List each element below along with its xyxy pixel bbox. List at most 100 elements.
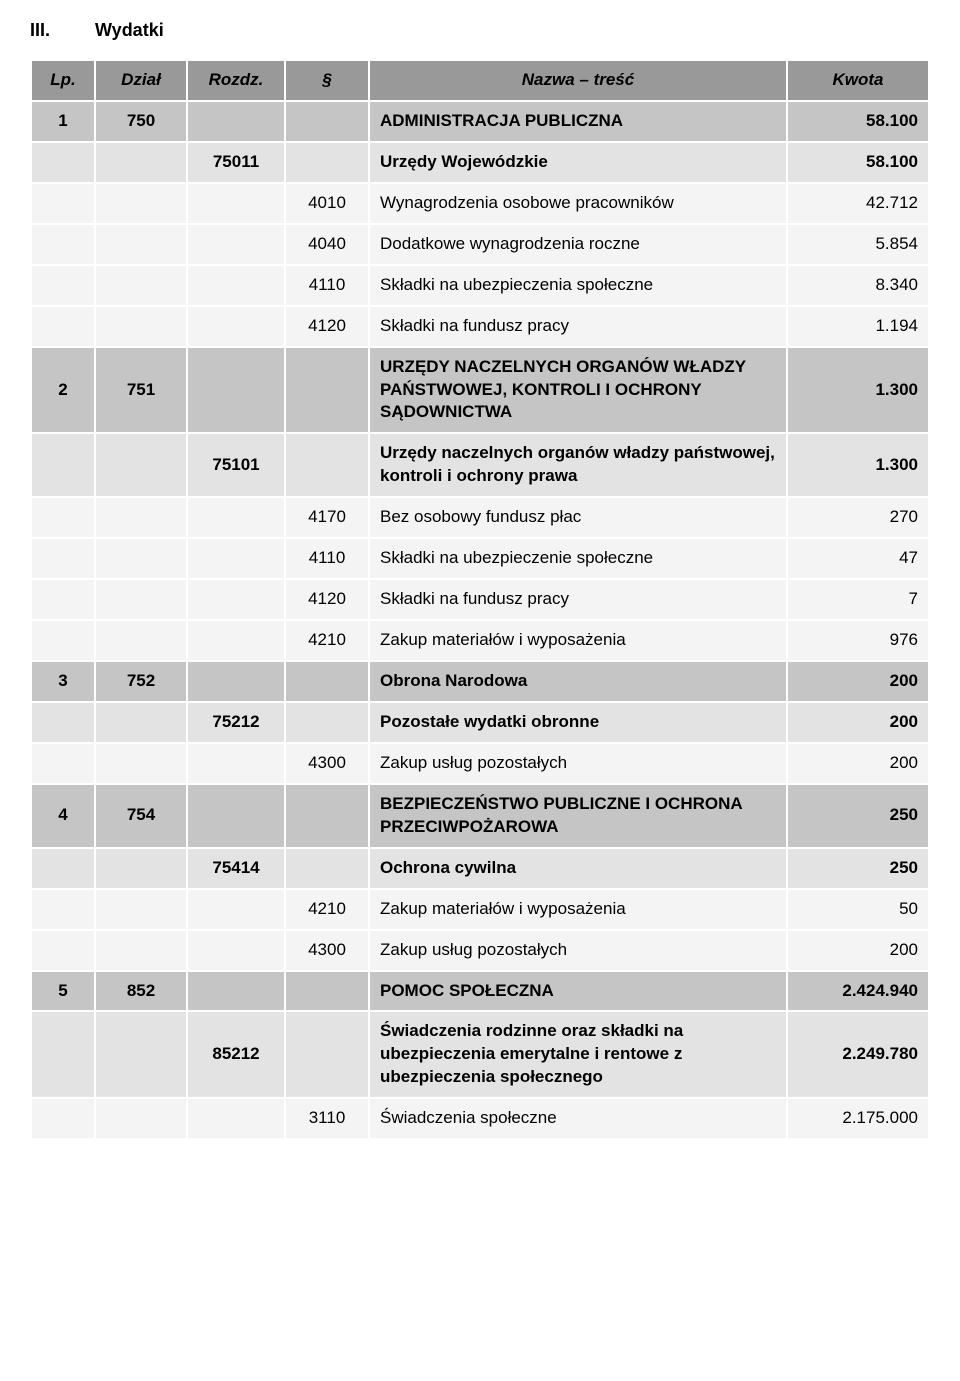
col-header-kwota: Kwota [787, 60, 929, 101]
cell-nazwa: Pozostałe wydatki obronne [369, 702, 787, 743]
cell-dzial [95, 497, 187, 538]
cell-kwota: 1.300 [787, 433, 929, 497]
cell-lp [31, 620, 95, 661]
cell-dzial [95, 620, 187, 661]
cell-dzial [95, 743, 187, 784]
table-row: 4120Składki na fundusz pracy7 [31, 579, 929, 620]
cell-lp [31, 743, 95, 784]
table-row: 3110Świadczenia społeczne2.175.000 [31, 1098, 929, 1139]
cell-par [285, 784, 369, 848]
cell-par: 4010 [285, 183, 369, 224]
cell-kwota: 50 [787, 889, 929, 930]
cell-nazwa: Ochrona cywilna [369, 848, 787, 889]
cell-par: 4110 [285, 265, 369, 306]
col-header-dzial: Dział [95, 60, 187, 101]
cell-rozdz [187, 579, 285, 620]
cell-nazwa: ADMINISTRACJA PUBLICZNA [369, 101, 787, 142]
cell-rozdz [187, 620, 285, 661]
cell-par [285, 347, 369, 434]
cell-dzial [95, 1098, 187, 1139]
cell-kwota: 8.340 [787, 265, 929, 306]
cell-kwota: 200 [787, 930, 929, 971]
cell-lp [31, 702, 95, 743]
cell-dzial [95, 930, 187, 971]
cell-lp [31, 183, 95, 224]
cell-dzial: 751 [95, 347, 187, 434]
cell-kwota: 1.194 [787, 306, 929, 347]
cell-rozdz: 85212 [187, 1011, 285, 1098]
cell-nazwa: Dodatkowe wynagrodzenia roczne [369, 224, 787, 265]
cell-nazwa: Urzędy naczelnych organów władzy państwo… [369, 433, 787, 497]
cell-par: 4120 [285, 579, 369, 620]
col-header-rozdz: Rozdz. [187, 60, 285, 101]
table-row: 4010Wynagrodzenia osobowe pracowników42.… [31, 183, 929, 224]
cell-par: 3110 [285, 1098, 369, 1139]
cell-par: 4300 [285, 930, 369, 971]
cell-lp [31, 497, 95, 538]
table-row: 75011Urzędy Wojewódzkie58.100 [31, 142, 929, 183]
cell-nazwa: Zakup materiałów i wyposażenia [369, 620, 787, 661]
cell-lp: 1 [31, 101, 95, 142]
table-row: 4300Zakup usług pozostałych200 [31, 743, 929, 784]
cell-dzial [95, 183, 187, 224]
cell-dzial [95, 433, 187, 497]
cell-rozdz [187, 889, 285, 930]
cell-rozdz [187, 743, 285, 784]
cell-dzial [95, 848, 187, 889]
col-header-nazwa: Nazwa – treść [369, 60, 787, 101]
cell-rozdz: 75414 [187, 848, 285, 889]
cell-par: 4120 [285, 306, 369, 347]
cell-par: 4210 [285, 620, 369, 661]
cell-lp [31, 265, 95, 306]
cell-kwota: 1.300 [787, 347, 929, 434]
cell-nazwa: URZĘDY NACZELNYCH ORGANÓW WŁADZY PAŃSTWO… [369, 347, 787, 434]
cell-kwota: 2.249.780 [787, 1011, 929, 1098]
cell-kwota: 2.175.000 [787, 1098, 929, 1139]
cell-par [285, 702, 369, 743]
cell-par [285, 848, 369, 889]
table-row: 5852POMOC SPOŁECZNA2.424.940 [31, 971, 929, 1012]
cell-rozdz [187, 661, 285, 702]
col-header-par: § [285, 60, 369, 101]
cell-dzial [95, 1011, 187, 1098]
cell-kwota: 200 [787, 702, 929, 743]
cell-lp [31, 433, 95, 497]
cell-kwota: 7 [787, 579, 929, 620]
cell-nazwa: Świadczenia społeczne [369, 1098, 787, 1139]
cell-kwota: 270 [787, 497, 929, 538]
cell-lp [31, 889, 95, 930]
cell-kwota: 47 [787, 538, 929, 579]
cell-lp [31, 579, 95, 620]
cell-nazwa: POMOC SPOŁECZNA [369, 971, 787, 1012]
cell-kwota: 200 [787, 661, 929, 702]
cell-rozdz [187, 224, 285, 265]
cell-par [285, 1011, 369, 1098]
cell-rozdz [187, 101, 285, 142]
section-title-text: Wydatki [95, 20, 164, 40]
cell-dzial [95, 702, 187, 743]
cell-nazwa: Składki na ubezpieczenia społeczne [369, 265, 787, 306]
cell-kwota: 250 [787, 848, 929, 889]
cell-dzial: 754 [95, 784, 187, 848]
col-header-lp: Lp. [31, 60, 95, 101]
budget-table: Lp. Dział Rozdz. § Nazwa – treść Kwota 1… [30, 59, 930, 1140]
cell-nazwa: Zakup materiałów i wyposażenia [369, 889, 787, 930]
cell-nazwa: Obrona Narodowa [369, 661, 787, 702]
cell-lp [31, 142, 95, 183]
cell-kwota: 58.100 [787, 142, 929, 183]
cell-nazwa: Wynagrodzenia osobowe pracowników [369, 183, 787, 224]
cell-rozdz: 75011 [187, 142, 285, 183]
cell-lp [31, 1098, 95, 1139]
cell-kwota: 200 [787, 743, 929, 784]
cell-dzial [95, 306, 187, 347]
table-row: 75414 Ochrona cywilna250 [31, 848, 929, 889]
cell-par: 4110 [285, 538, 369, 579]
table-row: 4210Zakup materiałów i wyposażenia50 [31, 889, 929, 930]
table-row: 1750ADMINISTRACJA PUBLICZNA58.100 [31, 101, 929, 142]
cell-nazwa: Zakup usług pozostałych [369, 930, 787, 971]
cell-par [285, 433, 369, 497]
cell-par [285, 142, 369, 183]
table-header-row: Lp. Dział Rozdz. § Nazwa – treść Kwota [31, 60, 929, 101]
cell-lp [31, 1011, 95, 1098]
cell-rozdz: 75212 [187, 702, 285, 743]
